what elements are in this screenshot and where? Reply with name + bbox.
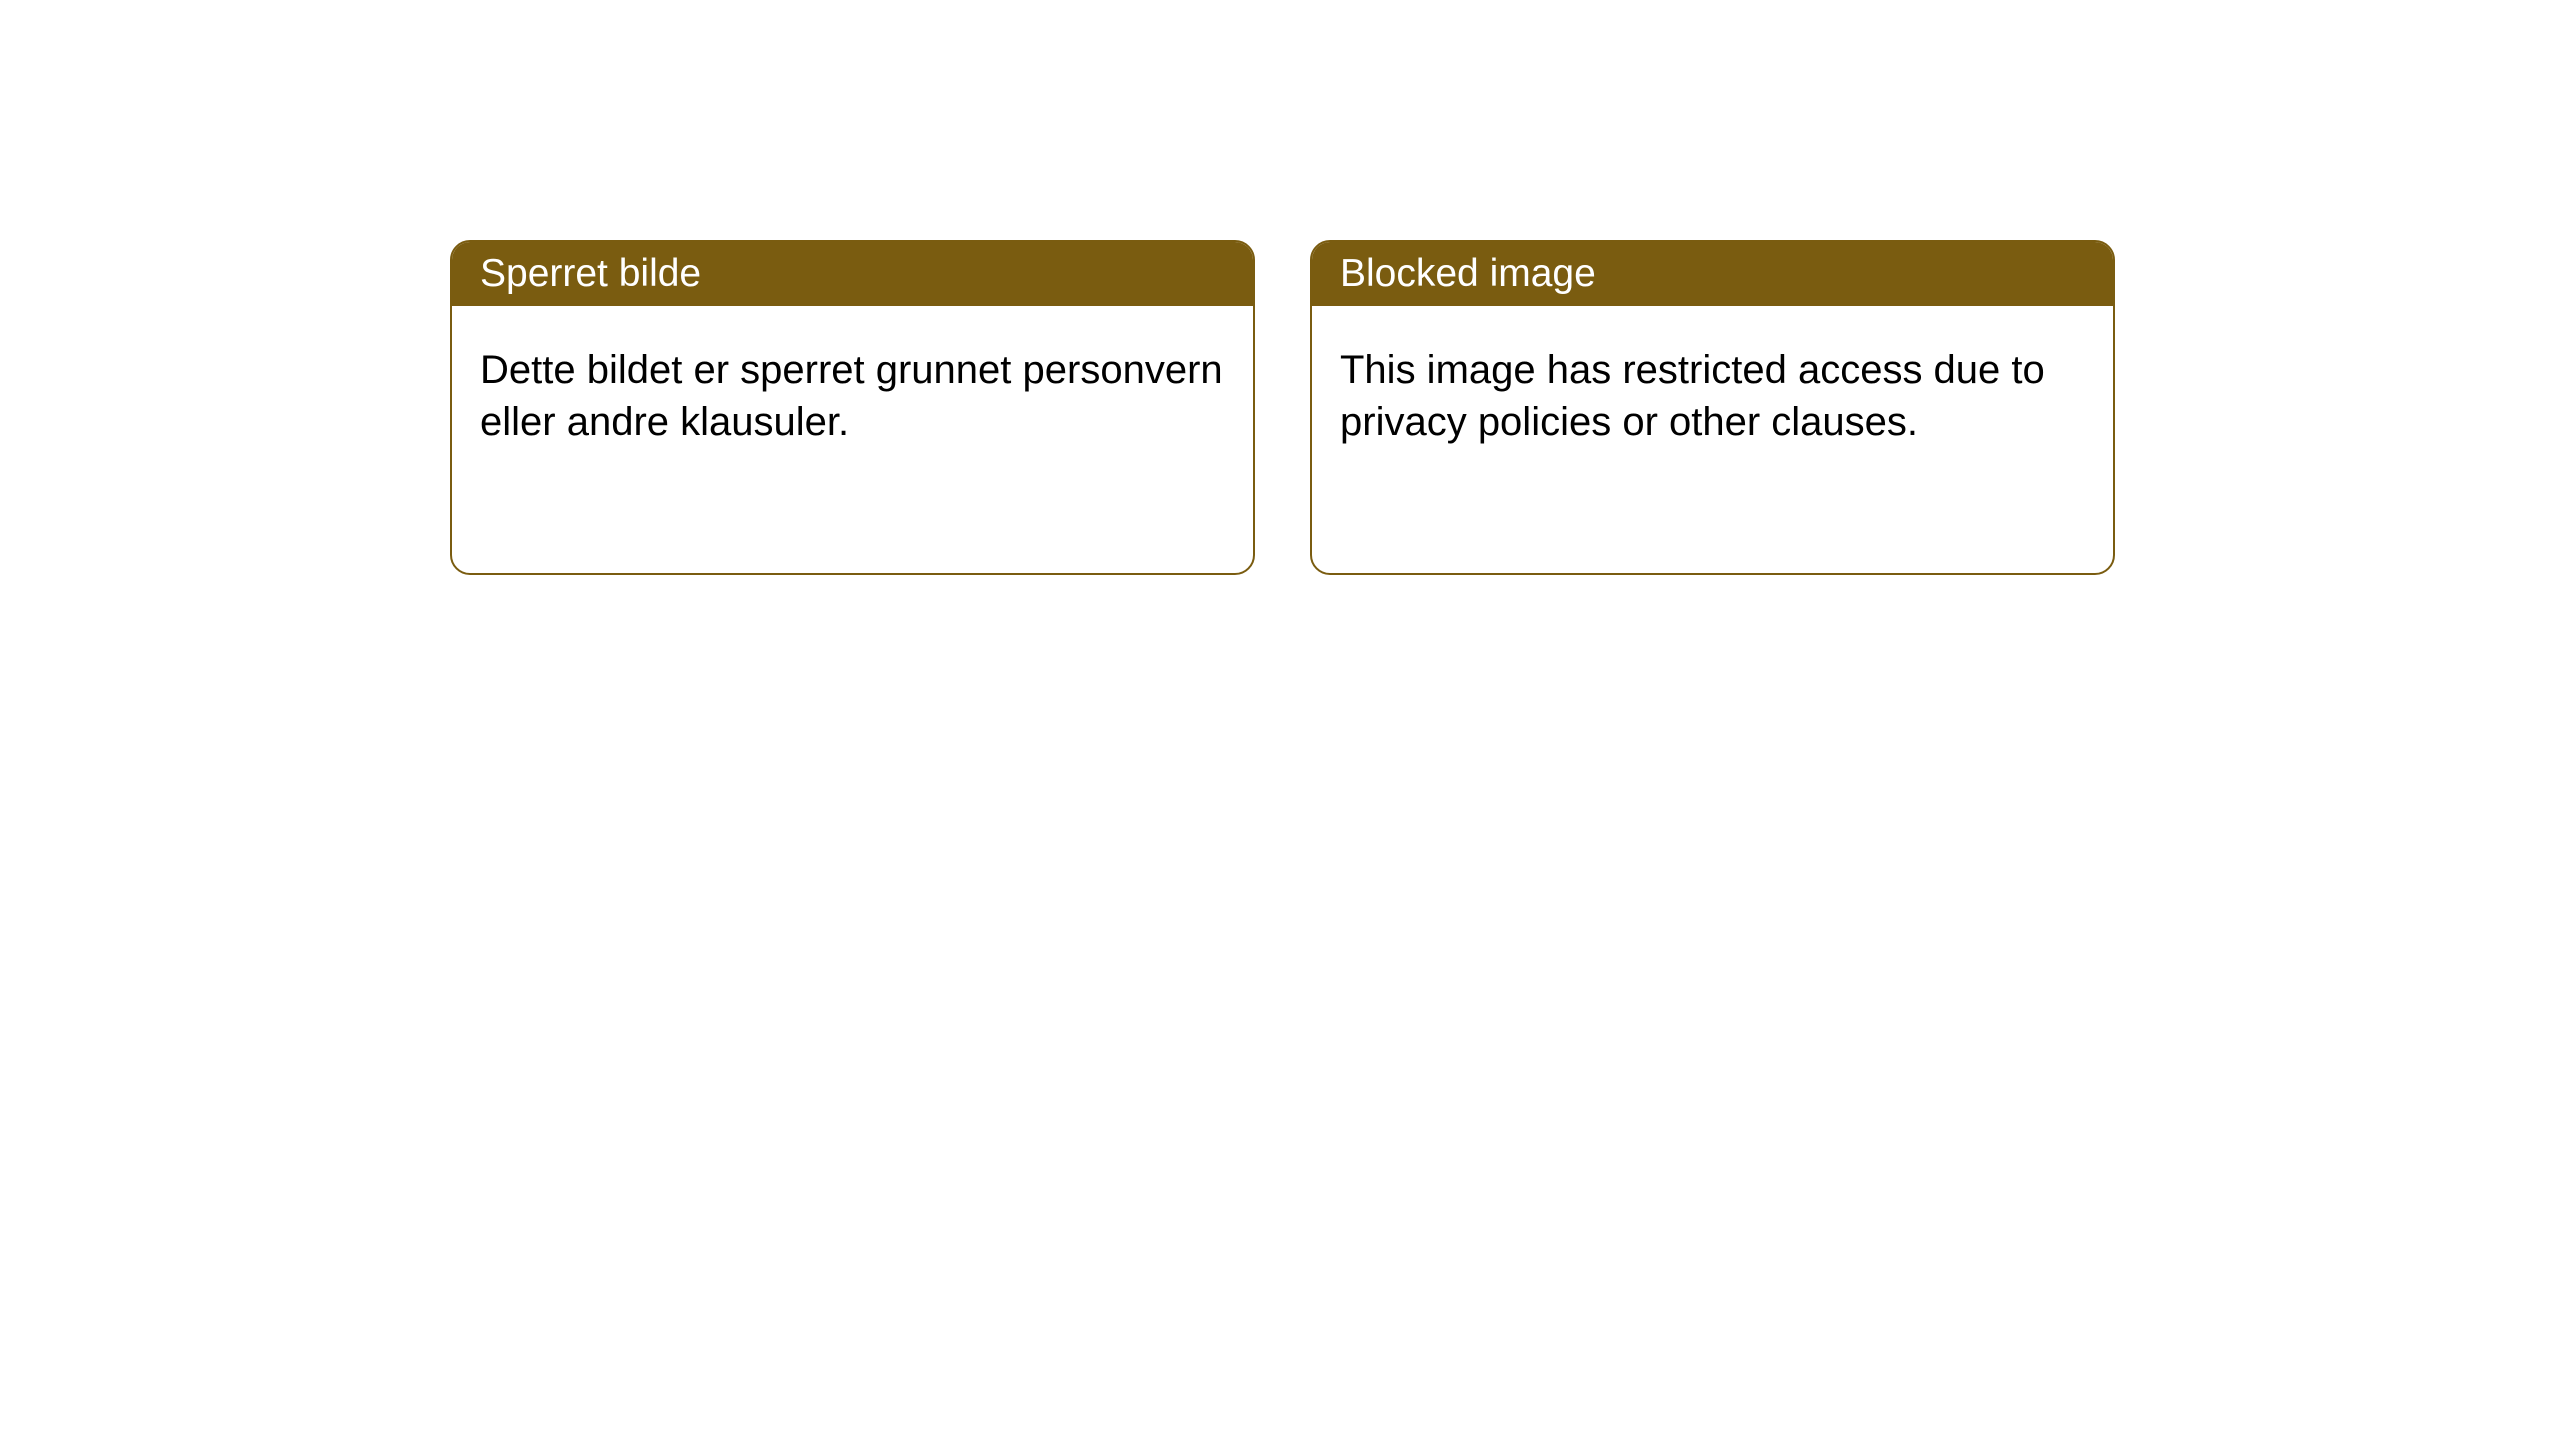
notice-box-english: Blocked image This image has restricted …	[1310, 240, 2115, 575]
notice-header-norwegian: Sperret bilde	[452, 242, 1253, 306]
notice-container: Sperret bilde Dette bildet er sperret gr…	[0, 0, 2560, 575]
notice-box-norwegian: Sperret bilde Dette bildet er sperret gr…	[450, 240, 1255, 575]
notice-header-english: Blocked image	[1312, 242, 2113, 306]
notice-body-english: This image has restricted access due to …	[1312, 306, 2113, 486]
notice-body-norwegian: Dette bildet er sperret grunnet personve…	[452, 306, 1253, 486]
